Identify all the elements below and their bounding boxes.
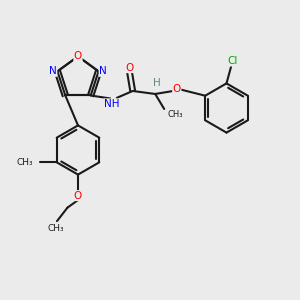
Text: NH: NH (104, 99, 119, 109)
Text: N: N (49, 66, 57, 76)
Text: Cl: Cl (227, 56, 238, 66)
Text: O: O (173, 85, 181, 94)
Text: H: H (153, 78, 160, 88)
Text: O: O (74, 51, 82, 62)
Text: CH₃: CH₃ (47, 224, 64, 233)
Text: O: O (126, 63, 134, 73)
Text: O: O (74, 190, 82, 201)
Text: CH₃: CH₃ (17, 158, 34, 167)
Text: N: N (99, 66, 107, 76)
Text: CH₃: CH₃ (167, 110, 183, 119)
